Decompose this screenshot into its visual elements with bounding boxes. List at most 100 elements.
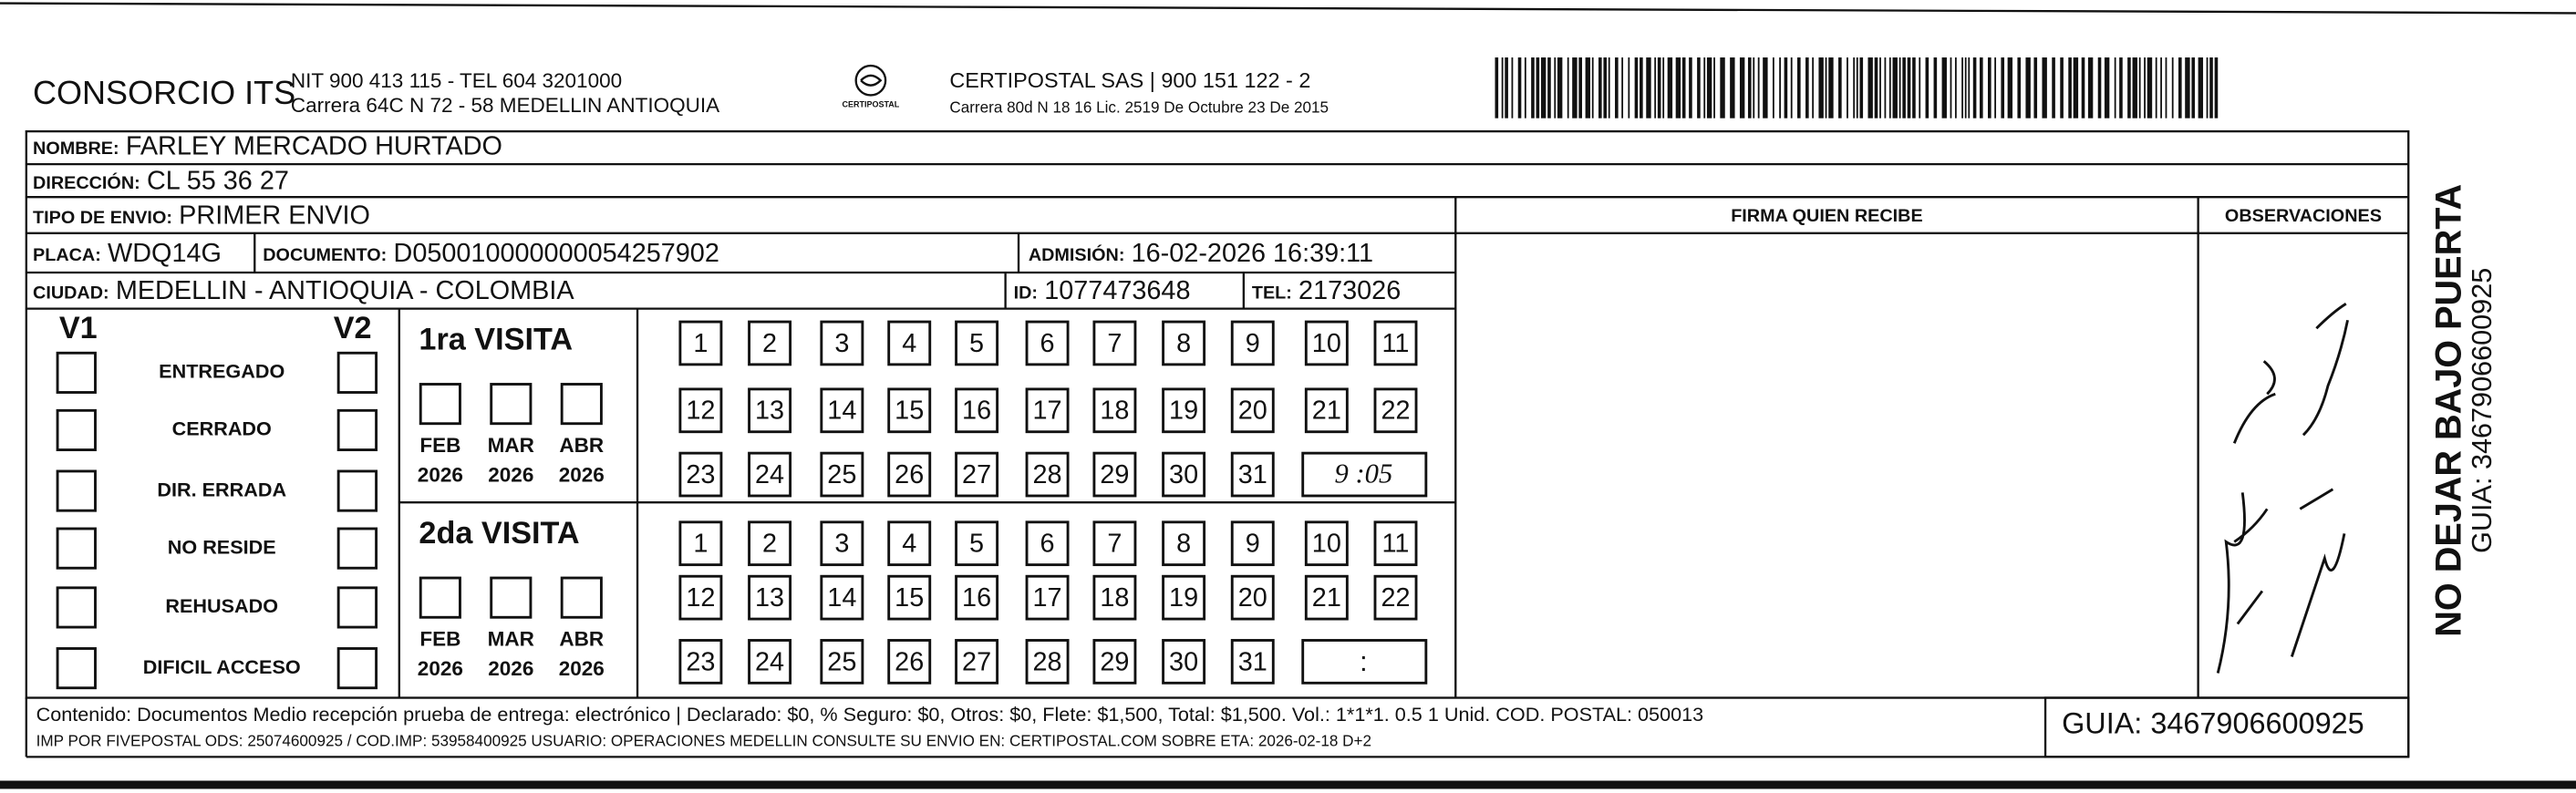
day-box[interactable] xyxy=(955,574,999,621)
v1-checkbox[interactable] xyxy=(56,527,97,570)
reason: ENTREGADO xyxy=(159,360,284,383)
day-box[interactable] xyxy=(1304,387,1349,434)
day-box[interactable] xyxy=(1162,574,1206,621)
year: 2026 xyxy=(559,463,605,486)
v2-checkbox[interactable] xyxy=(336,586,378,629)
month-checkbox[interactable] xyxy=(419,576,461,619)
day-box[interactable] xyxy=(748,574,792,621)
day-box[interactable] xyxy=(1025,451,1070,498)
barcode-bar xyxy=(1994,57,1997,118)
day-box[interactable] xyxy=(748,451,792,498)
day-box[interactable] xyxy=(1304,574,1349,621)
month-checkbox[interactable] xyxy=(419,383,461,426)
day: 18 xyxy=(1100,583,1129,613)
day-box[interactable] xyxy=(1025,387,1070,434)
v2-checkbox[interactable] xyxy=(336,351,378,394)
v2-checkbox[interactable] xyxy=(336,647,378,690)
time-box[interactable] xyxy=(1301,639,1428,685)
barcode-bar xyxy=(1739,57,1745,118)
day-box[interactable] xyxy=(1025,639,1070,685)
day-box[interactable] xyxy=(1373,320,1418,366)
day-box[interactable] xyxy=(887,451,932,498)
v1-checkbox[interactable] xyxy=(56,586,97,629)
day: 28 xyxy=(1033,460,1062,489)
day-box[interactable] xyxy=(820,451,864,498)
day-box[interactable] xyxy=(1025,574,1070,621)
day-box[interactable] xyxy=(748,320,792,366)
day-box[interactable] xyxy=(955,451,999,498)
v2-checkbox[interactable] xyxy=(336,527,378,570)
day-box[interactable] xyxy=(887,387,932,434)
day-box[interactable] xyxy=(820,320,864,366)
barcode-bar xyxy=(1879,57,1881,118)
day-box[interactable] xyxy=(955,387,999,434)
day-box[interactable] xyxy=(1230,320,1275,366)
day-box[interactable] xyxy=(1373,520,1418,567)
day-box[interactable] xyxy=(820,574,864,621)
day-box[interactable] xyxy=(1162,451,1206,498)
month-checkbox[interactable] xyxy=(560,576,603,619)
day-box[interactable] xyxy=(1025,520,1070,567)
v1-checkbox[interactable] xyxy=(56,647,97,690)
visit-title: 2da VISITA xyxy=(419,516,579,551)
day-box[interactable] xyxy=(1162,320,1206,366)
day-box[interactable] xyxy=(1092,451,1137,498)
v2-checkbox[interactable] xyxy=(336,469,378,512)
v1-checkbox[interactable] xyxy=(56,469,97,512)
day-box[interactable] xyxy=(1092,387,1137,434)
day-box[interactable] xyxy=(887,320,932,366)
day: 29 xyxy=(1100,460,1129,489)
day-box[interactable] xyxy=(678,320,723,366)
barcode-bar xyxy=(1790,57,1793,118)
day-box[interactable] xyxy=(1025,320,1070,366)
day-box[interactable] xyxy=(955,520,999,567)
day-box[interactable] xyxy=(1230,520,1275,567)
month-checkbox[interactable] xyxy=(490,576,533,619)
day-box[interactable] xyxy=(1230,451,1275,498)
day-box[interactable] xyxy=(678,574,723,621)
day-box[interactable] xyxy=(678,520,723,567)
day-box[interactable] xyxy=(1373,387,1418,434)
v1-checkbox[interactable] xyxy=(56,351,97,394)
day: 24 xyxy=(755,647,784,676)
day-box[interactable] xyxy=(678,451,723,498)
day-box[interactable] xyxy=(887,520,932,567)
day: 20 xyxy=(1238,396,1267,426)
day-box[interactable] xyxy=(1230,639,1275,685)
day-box[interactable] xyxy=(678,639,723,685)
month-checkbox[interactable] xyxy=(560,383,603,426)
day-box[interactable] xyxy=(887,639,932,685)
day-box[interactable] xyxy=(820,639,864,685)
day-box[interactable] xyxy=(1373,574,1418,621)
barcode-bar xyxy=(1689,57,1692,118)
day: 12 xyxy=(686,583,715,613)
day-box[interactable] xyxy=(748,520,792,567)
day-box[interactable] xyxy=(955,639,999,685)
barcode-bar xyxy=(1972,57,1977,118)
month-checkbox[interactable] xyxy=(490,383,533,426)
day-box[interactable] xyxy=(887,574,932,621)
day-box[interactable] xyxy=(820,387,864,434)
day-box[interactable] xyxy=(1092,574,1137,621)
day-box[interactable] xyxy=(820,520,864,567)
day: 31 xyxy=(1238,460,1267,489)
barcode-bar xyxy=(2033,57,2038,118)
day-box[interactable] xyxy=(1162,639,1206,685)
time-box[interactable] xyxy=(1301,451,1428,498)
day-box[interactable] xyxy=(955,320,999,366)
day-box[interactable] xyxy=(1162,387,1206,434)
day-box[interactable] xyxy=(678,387,723,434)
day-box[interactable] xyxy=(1230,387,1275,434)
day-box[interactable] xyxy=(1092,520,1137,567)
day-box[interactable] xyxy=(1230,574,1275,621)
day-box[interactable] xyxy=(748,639,792,685)
day-box[interactable] xyxy=(1162,520,1206,567)
field-label: DIRECCIÓN: xyxy=(33,171,140,193)
v2-checkbox[interactable] xyxy=(336,408,378,451)
day-box[interactable] xyxy=(1092,320,1137,366)
day-box[interactable] xyxy=(1304,320,1349,366)
day-box[interactable] xyxy=(1092,639,1137,685)
v1-checkbox[interactable] xyxy=(56,408,97,451)
day-box[interactable] xyxy=(748,387,792,434)
day-box[interactable] xyxy=(1304,520,1349,567)
